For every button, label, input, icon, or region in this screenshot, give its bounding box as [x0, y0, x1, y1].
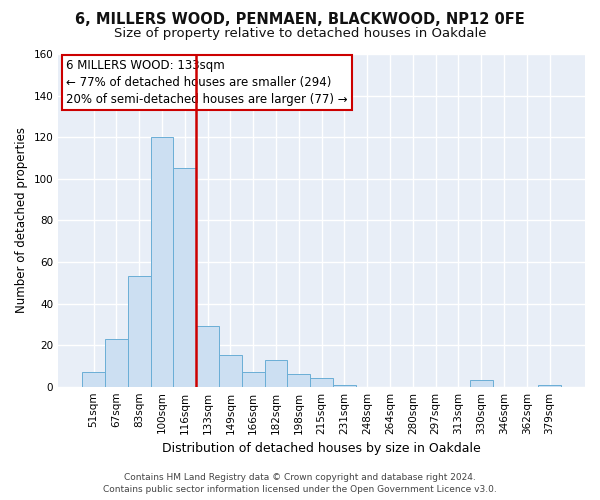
Text: Size of property relative to detached houses in Oakdale: Size of property relative to detached ho… [114, 28, 486, 40]
Bar [287, 374, 310, 386]
Bar [105, 339, 128, 386]
Bar [333, 384, 356, 386]
Bar [196, 326, 219, 386]
Text: 6 MILLERS WOOD: 133sqm
← 77% of detached houses are smaller (294)
20% of semi-de: 6 MILLERS WOOD: 133sqm ← 77% of detached… [66, 59, 347, 106]
Text: 6, MILLERS WOOD, PENMAEN, BLACKWOOD, NP12 0FE: 6, MILLERS WOOD, PENMAEN, BLACKWOOD, NP1… [75, 12, 525, 28]
Text: Contains HM Land Registry data © Crown copyright and database right 2024.
Contai: Contains HM Land Registry data © Crown c… [103, 472, 497, 494]
Bar [470, 380, 493, 386]
Bar [538, 384, 561, 386]
Bar [265, 360, 287, 386]
Bar [242, 372, 265, 386]
Bar [82, 372, 105, 386]
Bar [310, 378, 333, 386]
Bar [173, 168, 196, 386]
Bar [219, 356, 242, 386]
Bar [128, 276, 151, 386]
Bar [151, 137, 173, 386]
Y-axis label: Number of detached properties: Number of detached properties [15, 128, 28, 314]
X-axis label: Distribution of detached houses by size in Oakdale: Distribution of detached houses by size … [162, 442, 481, 455]
